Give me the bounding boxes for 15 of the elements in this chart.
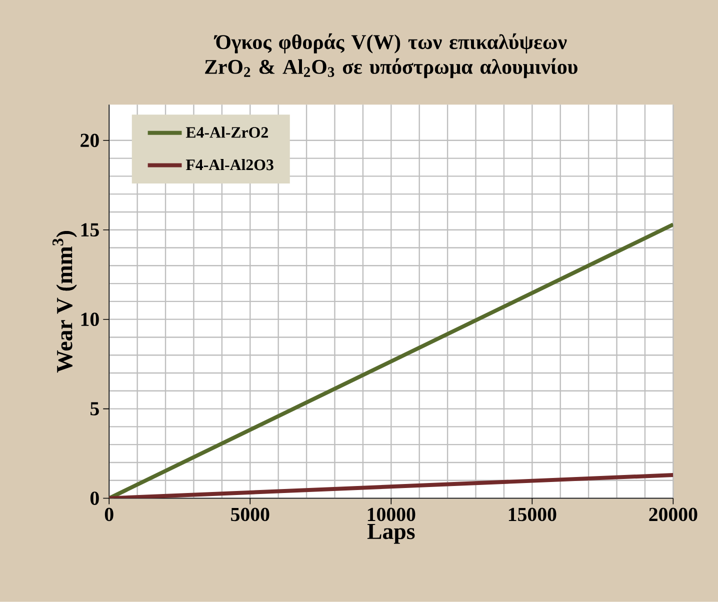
x-tick-label: 10000 <box>368 508 416 522</box>
y-tick-label: 10 <box>81 312 99 326</box>
y-tick-label: 20 <box>80 134 99 148</box>
y-tick-label: 0 <box>90 492 99 506</box>
chart-title: Όγκος φθοράς V(W) των επικαλύψεων ZrO$_{2}$ & Al$_{2}$O$_{3}$ σε υπόστρωμα αλουμινίου <box>205 33 578 78</box>
legend-label: E4-Al-ZrO2 <box>186 126 268 138</box>
y-tick-label: 5 <box>90 402 99 416</box>
x-tick-label: 15000 <box>508 508 556 522</box>
y-tick-label: 15 <box>81 223 99 237</box>
y-axis-title: Wear V (mm$^{3}$) <box>52 231 77 373</box>
x-tick-label: 5000 <box>231 508 270 522</box>
x-tick-label: 0 <box>104 508 114 522</box>
x-axis-title: Laps <box>367 524 415 544</box>
x-tick-label: 20000 <box>649 508 698 522</box>
legend-label: F4-Al-Al2O3 <box>186 159 274 170</box>
